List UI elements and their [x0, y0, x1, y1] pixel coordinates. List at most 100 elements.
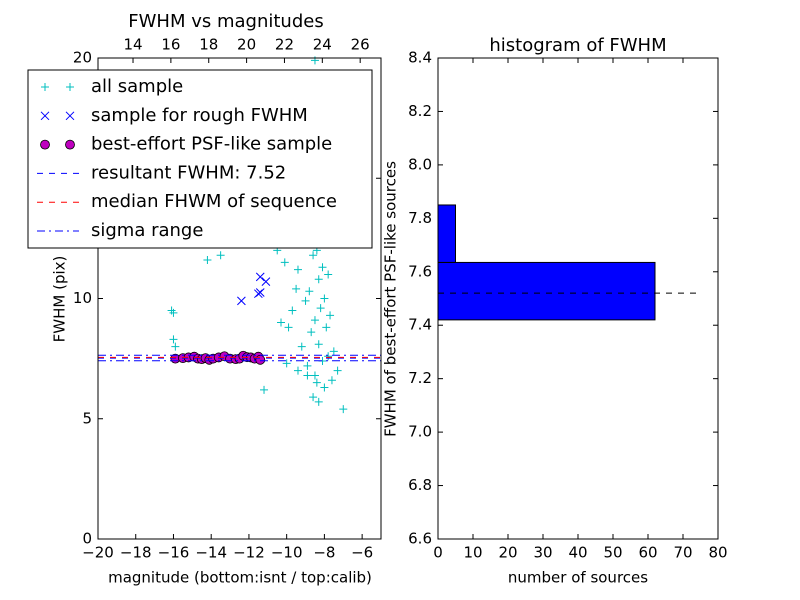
y-axis-label: FWHM (pix) [51, 256, 69, 343]
x-tick-label: 20 [498, 544, 517, 562]
marker [312, 378, 321, 387]
x-tick-label: −6 [351, 544, 373, 562]
x-tick-label: −8 [313, 544, 335, 562]
x-tick-label: 60 [638, 544, 657, 562]
y-tick-label: 20 [73, 49, 92, 67]
x-tick-label: 10 [463, 544, 482, 562]
x2-tick-label: 18 [199, 36, 218, 54]
y-tick-label: 6.6 [408, 530, 432, 548]
marker [237, 296, 246, 306]
marker [292, 284, 301, 293]
x-tick-label: 0 [433, 544, 443, 562]
x-axis-label: magnitude (bottom:isnt / top:calib) [108, 569, 372, 587]
y-tick-label: 10 [73, 289, 92, 307]
marker [282, 359, 291, 368]
marker [333, 366, 342, 375]
marker [309, 393, 318, 402]
x2-tick-label: 20 [237, 36, 256, 54]
legend-label: resultant FWHM: 7.52 [91, 162, 286, 183]
marker [320, 383, 329, 392]
y-tick-label: 7.0 [408, 423, 432, 441]
marker [314, 340, 323, 349]
legend-label: median FHWM of sequence [91, 191, 337, 212]
y-tick-label: 6.8 [408, 476, 432, 494]
plot-frame [437, 57, 719, 540]
marker [322, 323, 331, 332]
marker [203, 256, 212, 265]
x-tick-label: 40 [568, 544, 587, 562]
marker [65, 111, 75, 121]
marker [307, 328, 316, 337]
marker [314, 397, 323, 406]
marker [171, 342, 180, 351]
marker [288, 306, 297, 315]
marker [316, 304, 325, 313]
marker [255, 354, 266, 365]
marker [261, 277, 271, 287]
marker [297, 342, 306, 351]
marker [329, 347, 338, 356]
x2-tick-label: 16 [161, 36, 180, 54]
marker [324, 270, 333, 279]
legend-label: all sample [91, 76, 183, 97]
y-tick-label: 5 [82, 409, 92, 427]
y-tick-label: 7.2 [408, 369, 432, 387]
plot-frame [97, 57, 382, 540]
y-axis-label: FWHM of best-effort PSF-like sources [382, 161, 400, 437]
y-tick-label: 8.0 [408, 155, 432, 173]
bar [437, 204, 456, 263]
marker [310, 316, 319, 325]
marker [318, 263, 327, 272]
x-axis-label: number of sources [508, 569, 648, 587]
marker [280, 258, 289, 267]
marker [41, 83, 49, 91]
x2-tick-label: 26 [351, 36, 370, 54]
marker [301, 296, 310, 305]
y-tick-label: 7.4 [408, 316, 432, 334]
marker [255, 272, 265, 282]
marker [293, 265, 302, 274]
x-tick-label: −20 [82, 544, 114, 562]
marker [339, 405, 348, 414]
x-tick-label: 80 [708, 544, 727, 562]
marker [260, 385, 269, 394]
y-tick-label: 0 [82, 530, 92, 548]
x-tick-label: −12 [233, 544, 265, 562]
y-tick-label: 8.4 [408, 49, 432, 67]
marker [293, 366, 302, 375]
marker [324, 352, 333, 361]
legend-label: sample for rough FWHM [91, 105, 308, 126]
marker [320, 294, 329, 303]
x2-tick-label: 22 [275, 36, 294, 54]
x-tick-label: −16 [158, 544, 190, 562]
marker [169, 308, 178, 317]
marker [303, 361, 312, 370]
x-tick-label: 70 [673, 544, 692, 562]
x-tick-label: 50 [603, 544, 622, 562]
y-tick-label: 7.8 [408, 209, 432, 227]
marker [314, 275, 323, 284]
marker [66, 83, 74, 91]
y-tick-label: 8.2 [408, 102, 432, 120]
marker [309, 251, 318, 260]
marker [277, 318, 286, 327]
chart-title: histogram of FWHM [489, 35, 666, 56]
legend-label: best-effort PSF-like sample [91, 134, 332, 155]
x2-tick-label: 14 [123, 36, 142, 54]
marker [327, 376, 336, 385]
marker [169, 335, 178, 344]
marker [303, 371, 312, 380]
x-tick-label: −14 [195, 544, 227, 562]
y-tick-label: 7.6 [408, 262, 432, 280]
marker [305, 287, 314, 296]
marker [310, 371, 319, 380]
x-tick-label: 30 [533, 544, 552, 562]
x-tick-label: −18 [120, 544, 152, 562]
marker [40, 139, 50, 150]
marker [40, 111, 50, 121]
marker [326, 311, 335, 320]
x2-tick-label: 24 [313, 36, 332, 54]
legend-box [27, 69, 373, 249]
